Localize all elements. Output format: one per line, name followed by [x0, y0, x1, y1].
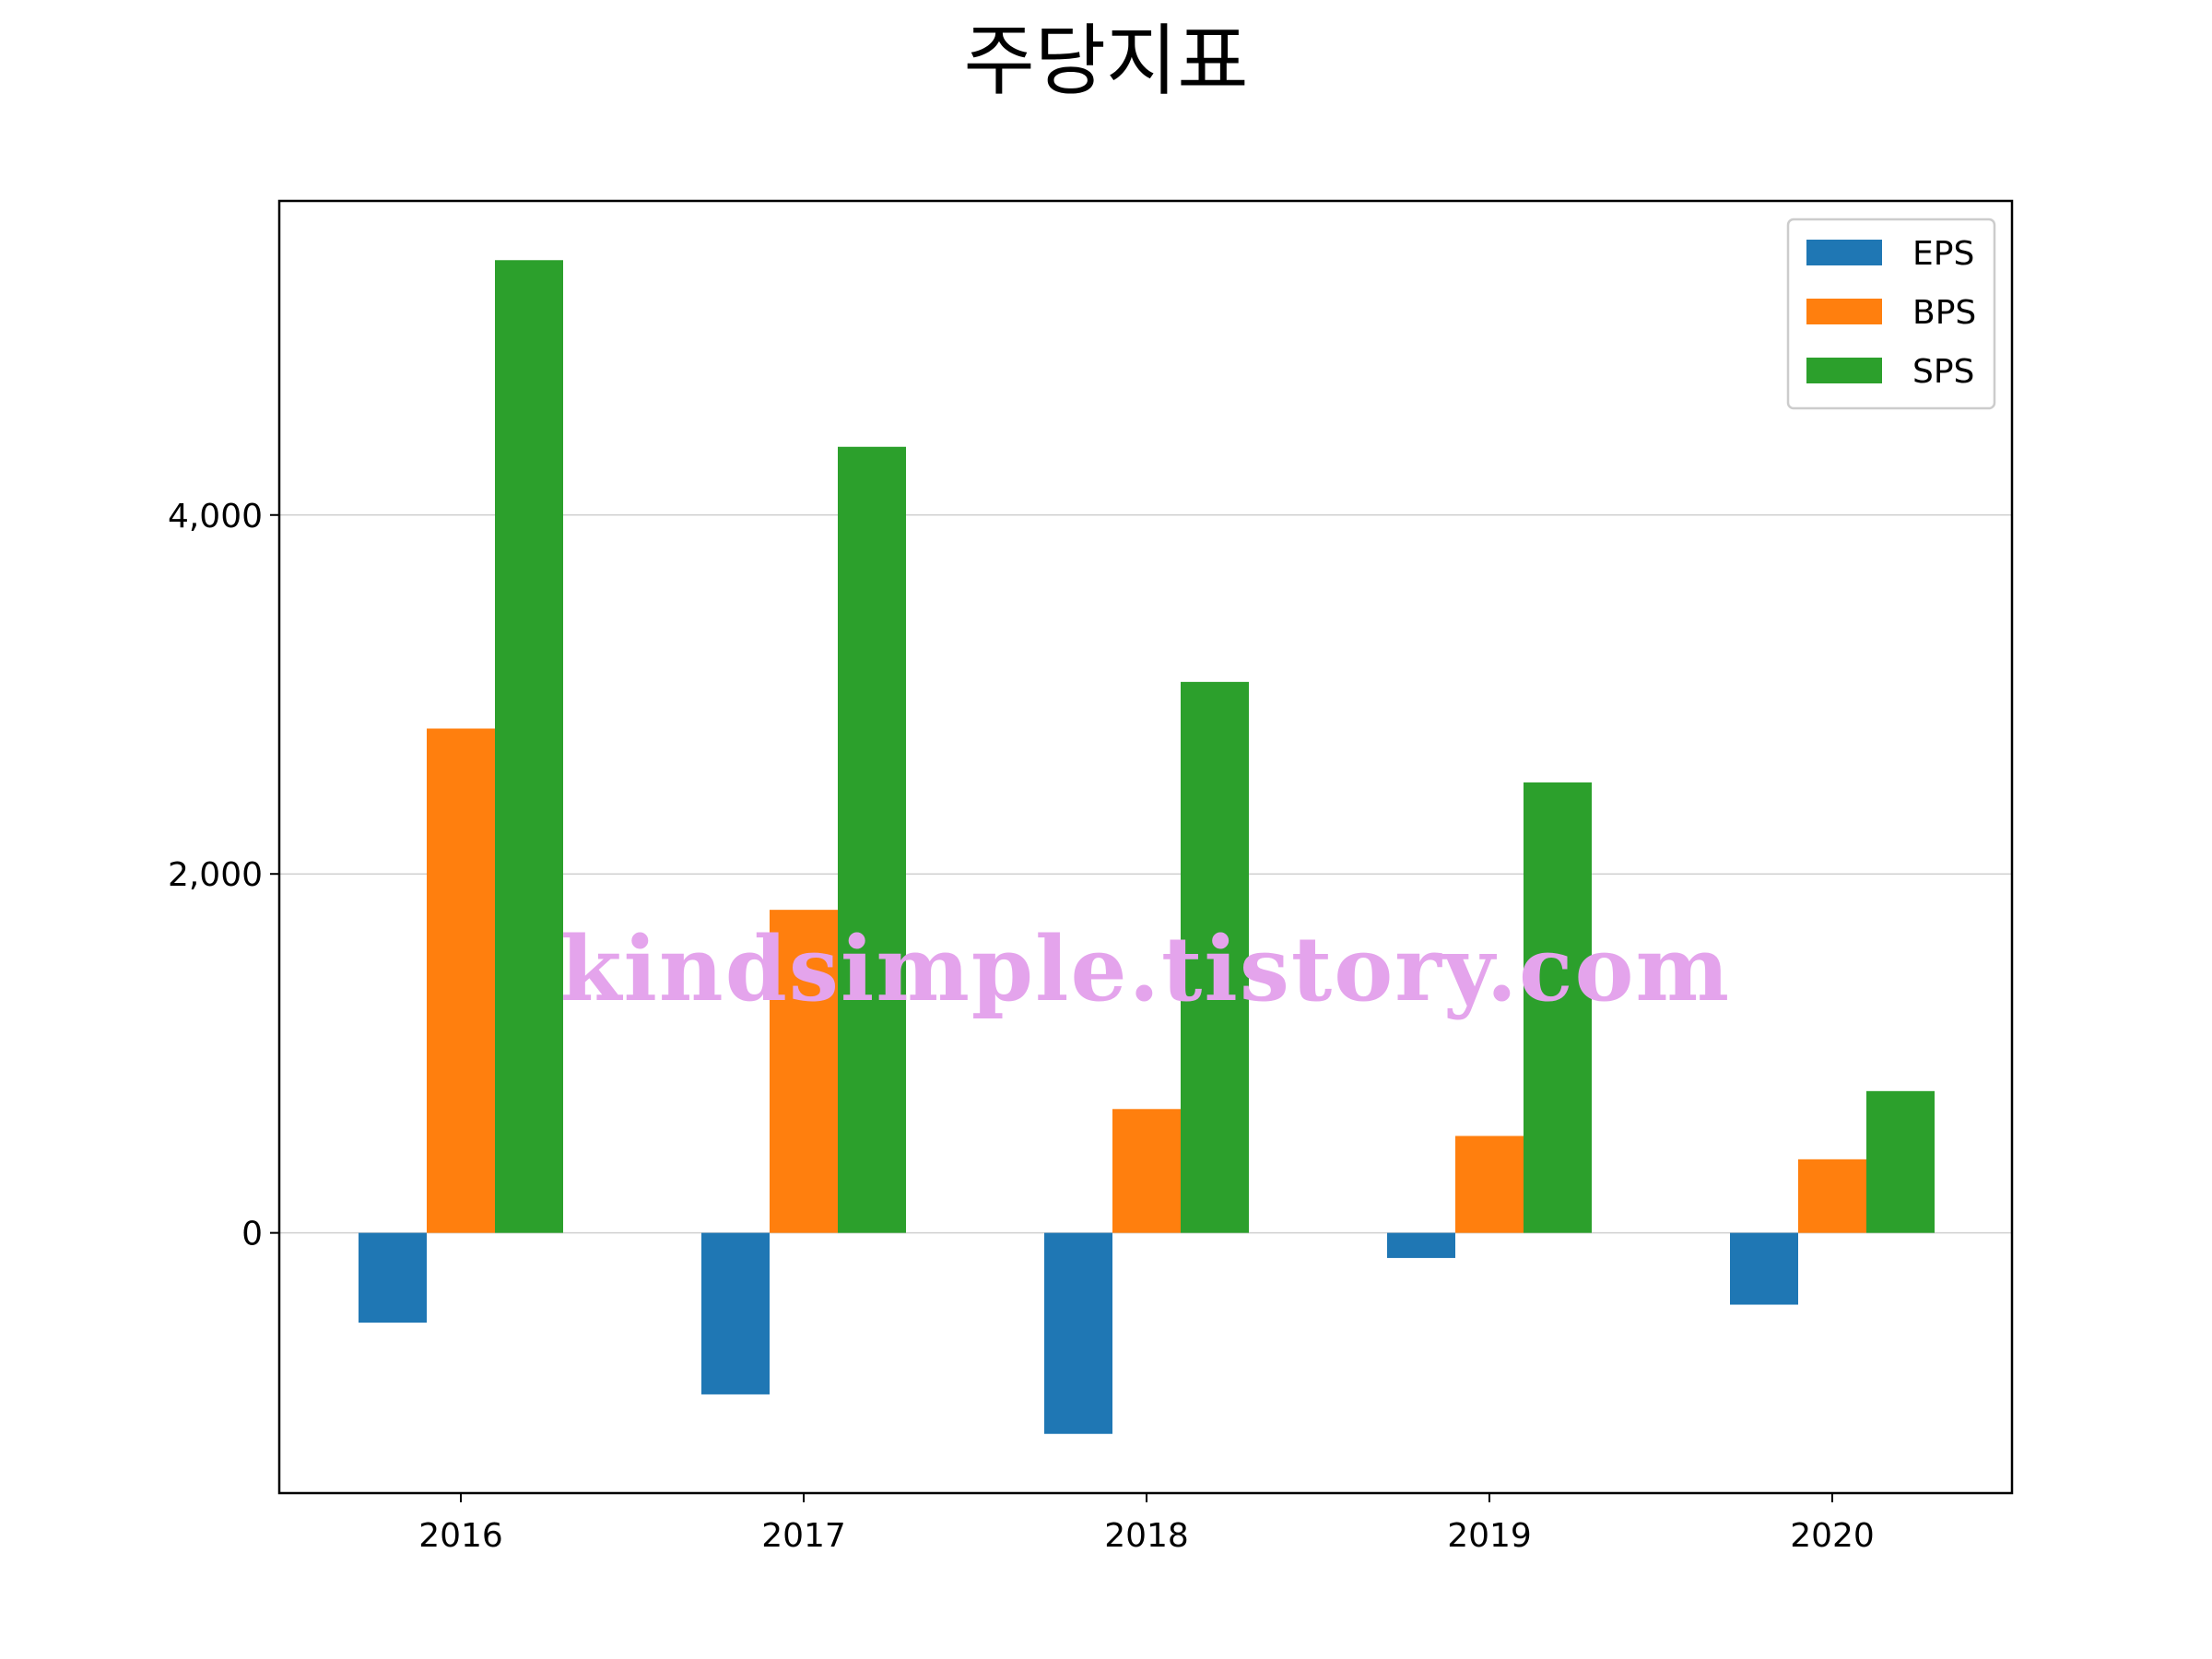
- bar-bps-2017: [770, 910, 838, 1233]
- legend-label-eps: EPS: [1912, 235, 1974, 273]
- watermark-text: kindsimple.tistory.com: [560, 917, 1731, 1021]
- bar-sps-2020: [1866, 1090, 1935, 1233]
- y-tick-label: 0: [241, 1216, 263, 1253]
- x-tick-label: 2016: [418, 1517, 503, 1555]
- bar-eps-2017: [701, 1232, 770, 1394]
- bar-sps-2017: [838, 446, 906, 1233]
- bar-eps-2019: [1387, 1232, 1455, 1258]
- bar-eps-2020: [1730, 1232, 1798, 1305]
- bar-bps-2016: [427, 728, 495, 1233]
- legend-swatch-sps: [1806, 358, 1882, 383]
- bar-bps-2018: [1112, 1109, 1181, 1233]
- x-tick-label: 2018: [1104, 1517, 1189, 1555]
- x-tick-label: 2017: [761, 1517, 846, 1555]
- legend-swatch-bps: [1806, 299, 1882, 324]
- x-tick-label: 2019: [1447, 1517, 1532, 1555]
- bar-sps-2016: [495, 260, 563, 1233]
- bar-bps-2019: [1455, 1135, 1524, 1233]
- bars: [359, 260, 1935, 1434]
- bar-eps-2016: [359, 1232, 427, 1324]
- bar-sps-2018: [1181, 681, 1249, 1233]
- x-axis: 2016 2017 2018 2019 2020: [418, 1493, 1875, 1555]
- chart-title: 주당지표: [963, 16, 1248, 106]
- y-tick-label: 4,000: [168, 498, 263, 535]
- bar-bps-2020: [1798, 1159, 1866, 1233]
- bar-eps-2018: [1044, 1232, 1112, 1434]
- legend-label-sps: SPS: [1912, 353, 1974, 391]
- legend-label-bps: BPS: [1912, 294, 1976, 332]
- y-axis: 0 2,000 4,000: [168, 498, 279, 1253]
- x-tick-label: 2020: [1790, 1517, 1875, 1555]
- legend-swatch-eps: [1806, 240, 1882, 265]
- legend: EPS BPS SPS: [1786, 218, 1996, 410]
- bar-sps-2019: [1524, 782, 1592, 1233]
- y-tick-label: 2,000: [168, 856, 263, 894]
